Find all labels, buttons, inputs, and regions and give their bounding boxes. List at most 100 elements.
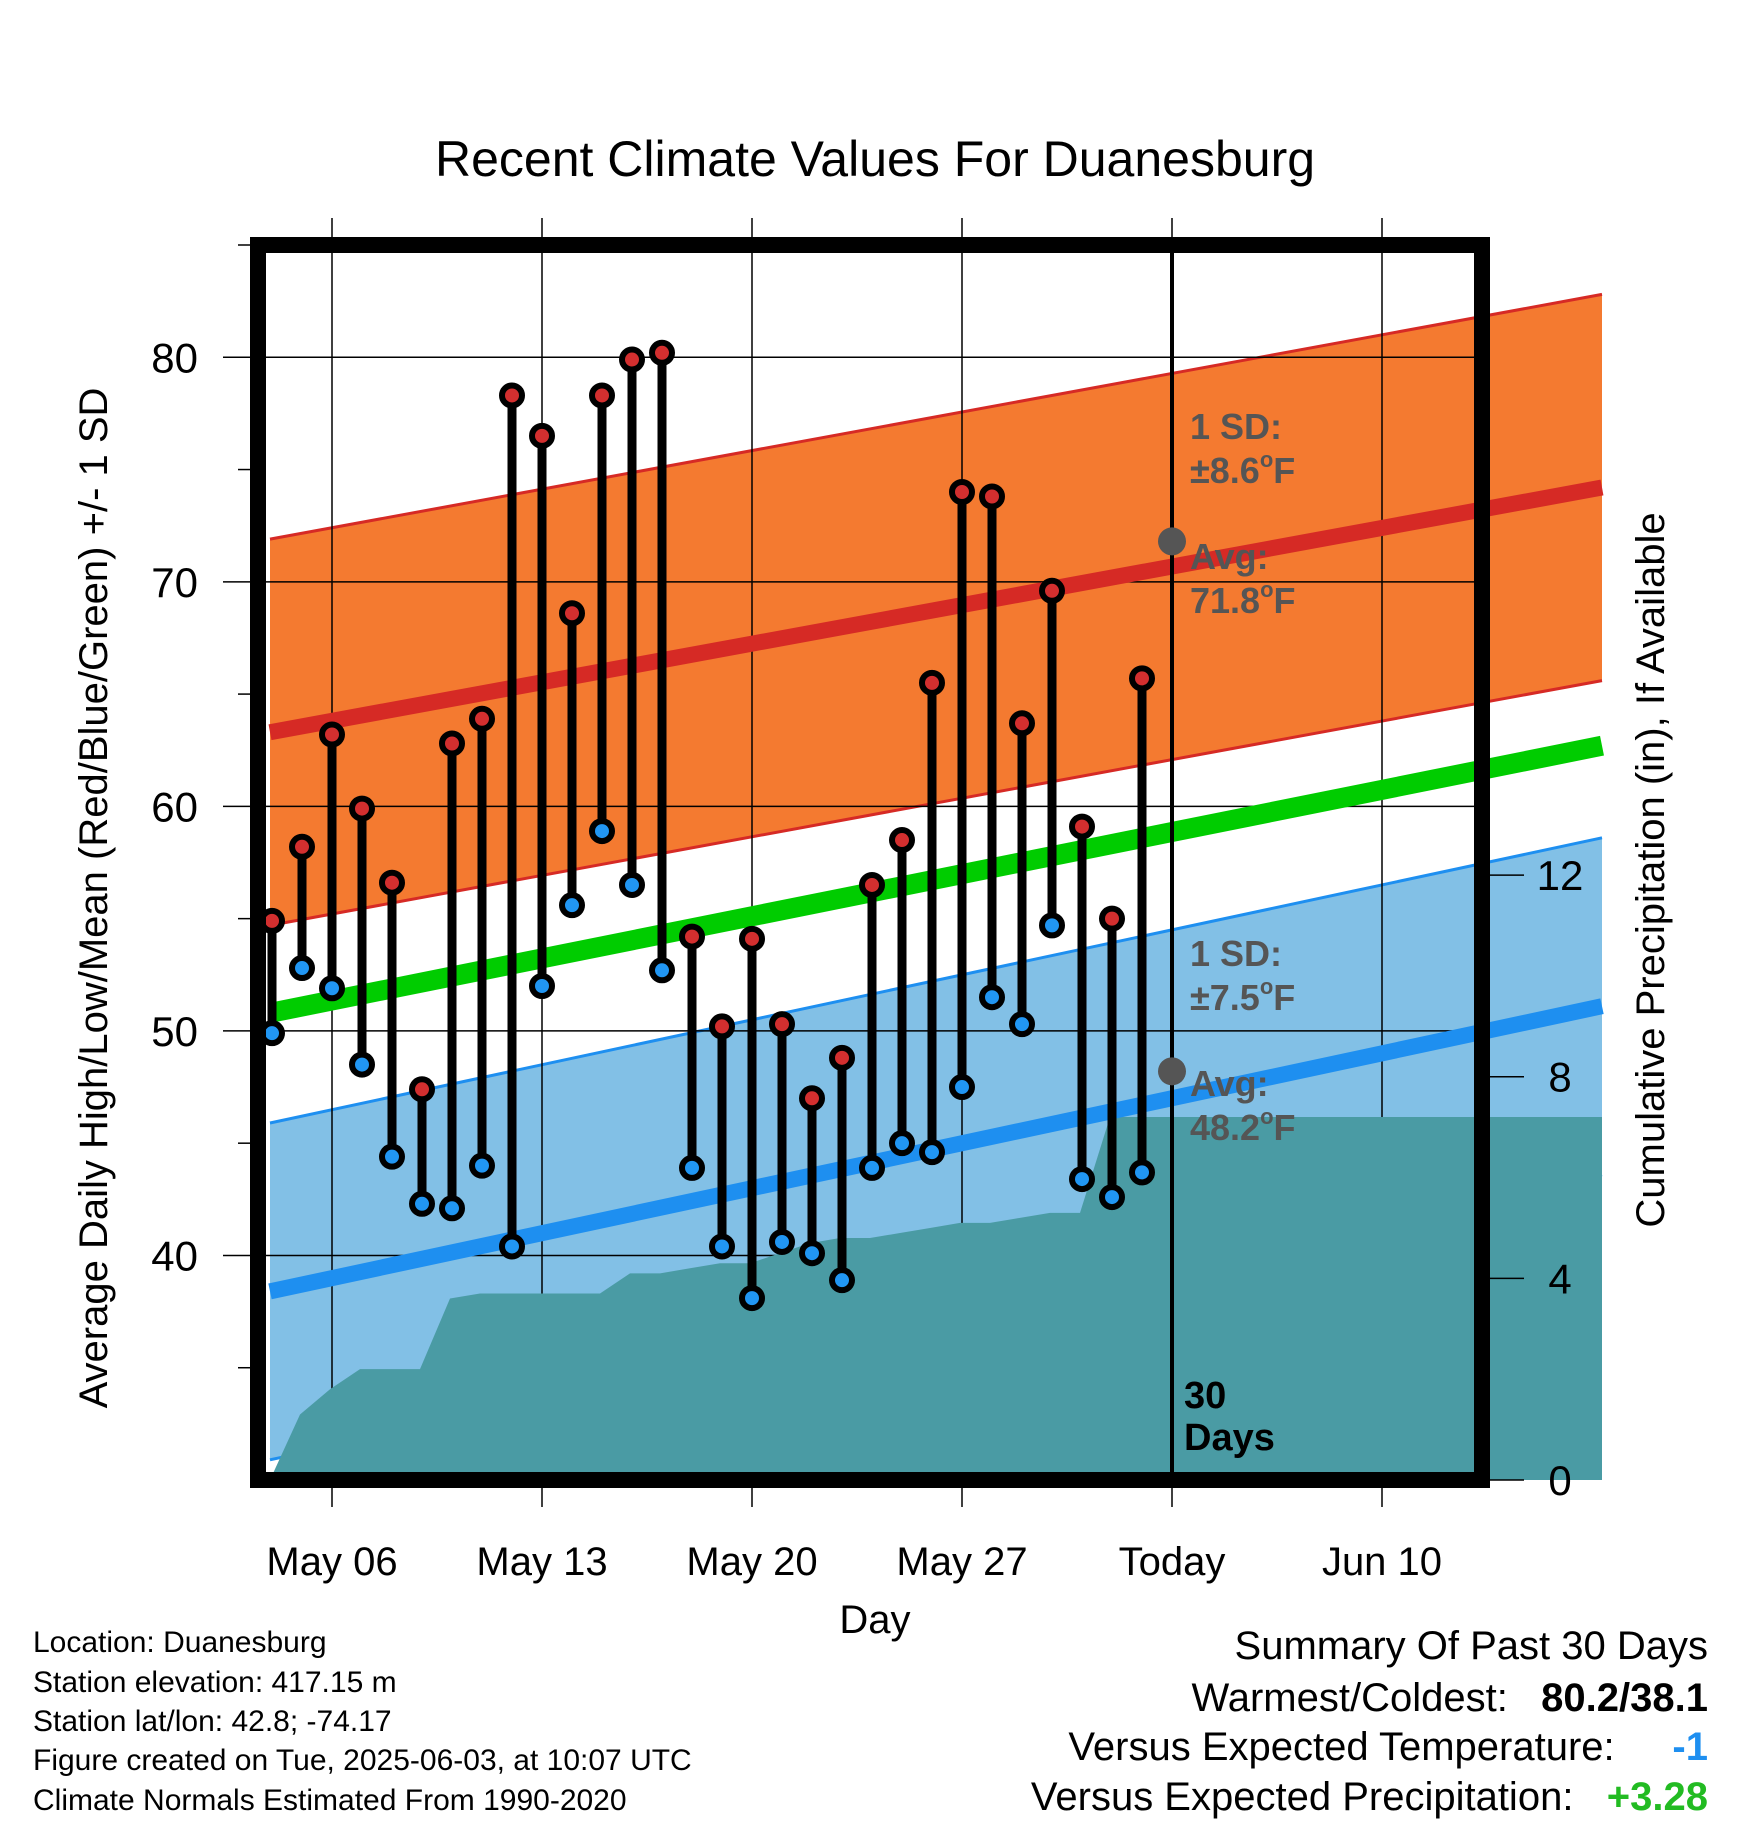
high-point-23 bbox=[949, 479, 975, 505]
annotation-low_sd-unit: F bbox=[1273, 977, 1295, 1018]
low-point-25 bbox=[1009, 1011, 1035, 1038]
plot-frame-rect bbox=[250, 237, 1490, 1488]
low-point-9 bbox=[529, 973, 555, 999]
high-point-28 bbox=[1099, 905, 1125, 932]
summary-warmest-label: Warmest/Coldest: bbox=[1191, 1676, 1508, 1720]
high-point-14 bbox=[679, 923, 705, 950]
x-tick-label-5: Jun 10 bbox=[1322, 1540, 1442, 1584]
today-days-label-number: 30 bbox=[1184, 1375, 1226, 1417]
low-point-7 bbox=[469, 1152, 495, 1179]
low-point-28 bbox=[1099, 1184, 1125, 1211]
today-high-normal-dot bbox=[1158, 527, 1186, 556]
today-low-normal-dot bbox=[1158, 1057, 1186, 1086]
high-point-7 bbox=[469, 705, 495, 732]
annotation-low_sd-value: ±7.5oF bbox=[1190, 974, 1295, 1018]
low-point-11 bbox=[589, 818, 615, 845]
summary-warmest-row: Warmest/Coldest: 80.2/38.1 bbox=[1191, 1676, 1708, 1721]
low-point-13 bbox=[649, 957, 675, 984]
x-tick-label-4: Today bbox=[1119, 1540, 1226, 1584]
high-point-25 bbox=[1009, 710, 1035, 737]
high-point-19 bbox=[829, 1044, 855, 1071]
y-tick-label-80: 80 bbox=[151, 334, 198, 381]
y-axis-label: Average Daily High/Low/Mean (Red/Blue/Gr… bbox=[72, 388, 116, 1409]
annotation-low_avg-unit: F bbox=[1274, 1107, 1296, 1148]
high-point-26 bbox=[1039, 577, 1065, 604]
high-point-3 bbox=[349, 795, 375, 822]
high-point-22 bbox=[919, 669, 945, 696]
low-point-1 bbox=[289, 955, 315, 982]
high-point-2 bbox=[319, 721, 345, 748]
observations bbox=[259, 339, 1155, 1312]
low-point-2 bbox=[319, 975, 345, 1002]
precip-area bbox=[270, 1117, 1602, 1480]
high-sd-band-upper bbox=[269, 292, 1603, 541]
y-tick-label-60: 60 bbox=[151, 783, 198, 830]
annotation-low_sd-title: 1 SD: bbox=[1190, 933, 1282, 974]
low-point-20 bbox=[859, 1154, 885, 1181]
x-tick-label-3: May 27 bbox=[896, 1540, 1027, 1584]
x-tick-label-1: May 13 bbox=[476, 1540, 607, 1584]
low-point-15 bbox=[709, 1233, 735, 1260]
low-point-6 bbox=[439, 1195, 465, 1222]
annotation-high_sd-degree: o bbox=[1260, 447, 1273, 472]
low-point-10 bbox=[559, 892, 585, 919]
y2-tick-label-0: 0 bbox=[1548, 1457, 1571, 1504]
info-latlon: Station lat/lon: 42.8; -74.17 bbox=[33, 1705, 392, 1738]
summary-precip-label: Versus Expected Precipitation: bbox=[1030, 1775, 1574, 1819]
plot-frame bbox=[250, 237, 1490, 1488]
annotation-low_avg-value: 48.2oF bbox=[1190, 1104, 1296, 1148]
high-point-20 bbox=[859, 871, 885, 898]
low-point-18 bbox=[799, 1240, 825, 1267]
high-point-12 bbox=[619, 346, 645, 373]
high-point-15 bbox=[709, 1013, 735, 1040]
high-point-10 bbox=[559, 600, 585, 627]
low-point-19 bbox=[829, 1267, 855, 1294]
x-axis-label: Day bbox=[839, 1598, 910, 1642]
info-location: Location: Duanesburg bbox=[33, 1626, 327, 1659]
low-point-3 bbox=[349, 1051, 375, 1078]
high-point-21 bbox=[889, 827, 915, 854]
axes: May 06 May 13 May 20 May 27 Today Jun 1040506… bbox=[151, 218, 1583, 1584]
annotation-high_avg-unit: F bbox=[1274, 580, 1296, 621]
high-point-6 bbox=[439, 730, 465, 757]
high-point-9 bbox=[529, 422, 555, 449]
high-point-27 bbox=[1069, 813, 1095, 840]
summary-warmest-value: 80.2/38.1 bbox=[1541, 1676, 1708, 1720]
high-point-5 bbox=[409, 1076, 435, 1103]
high-point-24 bbox=[979, 483, 1005, 510]
precipitation-area bbox=[270, 1117, 1602, 1480]
x-tick-label-0: May 06 bbox=[266, 1540, 397, 1584]
avg-high-line bbox=[268, 479, 1604, 741]
annotation-high_sd-title: 1 SD: bbox=[1190, 406, 1282, 447]
low-point-26 bbox=[1039, 912, 1065, 939]
info-elevation: Station elevation: 417.15 m bbox=[33, 1666, 397, 1699]
high-point-16 bbox=[739, 925, 765, 952]
annotation-high_avg-degree: o bbox=[1260, 577, 1273, 602]
info-normals: Climate Normals Estimated From 1990-2020 bbox=[33, 1784, 627, 1817]
low-point-12 bbox=[619, 871, 645, 898]
low-point-27 bbox=[1069, 1166, 1095, 1193]
annotation-high_avg-value: 71.8oF bbox=[1190, 577, 1296, 621]
y2-tick-label-8: 8 bbox=[1548, 1054, 1571, 1101]
low-point-22 bbox=[919, 1139, 945, 1166]
y2-tick-label-4: 4 bbox=[1548, 1255, 1571, 1302]
annotation-high_sd-value: ±8.6oF bbox=[1190, 447, 1295, 491]
summary-temp-row: Versus Expected Temperature: -1 bbox=[1068, 1725, 1708, 1770]
low-point-23 bbox=[949, 1074, 975, 1101]
today-days-label-unit: Days bbox=[1184, 1417, 1275, 1459]
low-point-14 bbox=[679, 1154, 705, 1181]
high-point-29 bbox=[1129, 665, 1155, 692]
summary-temp-label: Versus Expected Temperature: bbox=[1068, 1725, 1615, 1769]
annotation-low_sd-degree: o bbox=[1260, 974, 1273, 999]
low-point-8 bbox=[499, 1233, 525, 1260]
low-point-17 bbox=[769, 1228, 795, 1255]
y2-tick-label-12: 12 bbox=[1537, 852, 1584, 899]
y2-axis-label: Cumulative Precipitation (in), If Availa… bbox=[1629, 512, 1673, 1227]
high-point-18 bbox=[799, 1085, 825, 1112]
low-point-24 bbox=[979, 984, 1005, 1011]
summary-precip-value: +3.28 bbox=[1606, 1775, 1708, 1819]
low-point-4 bbox=[379, 1143, 405, 1170]
